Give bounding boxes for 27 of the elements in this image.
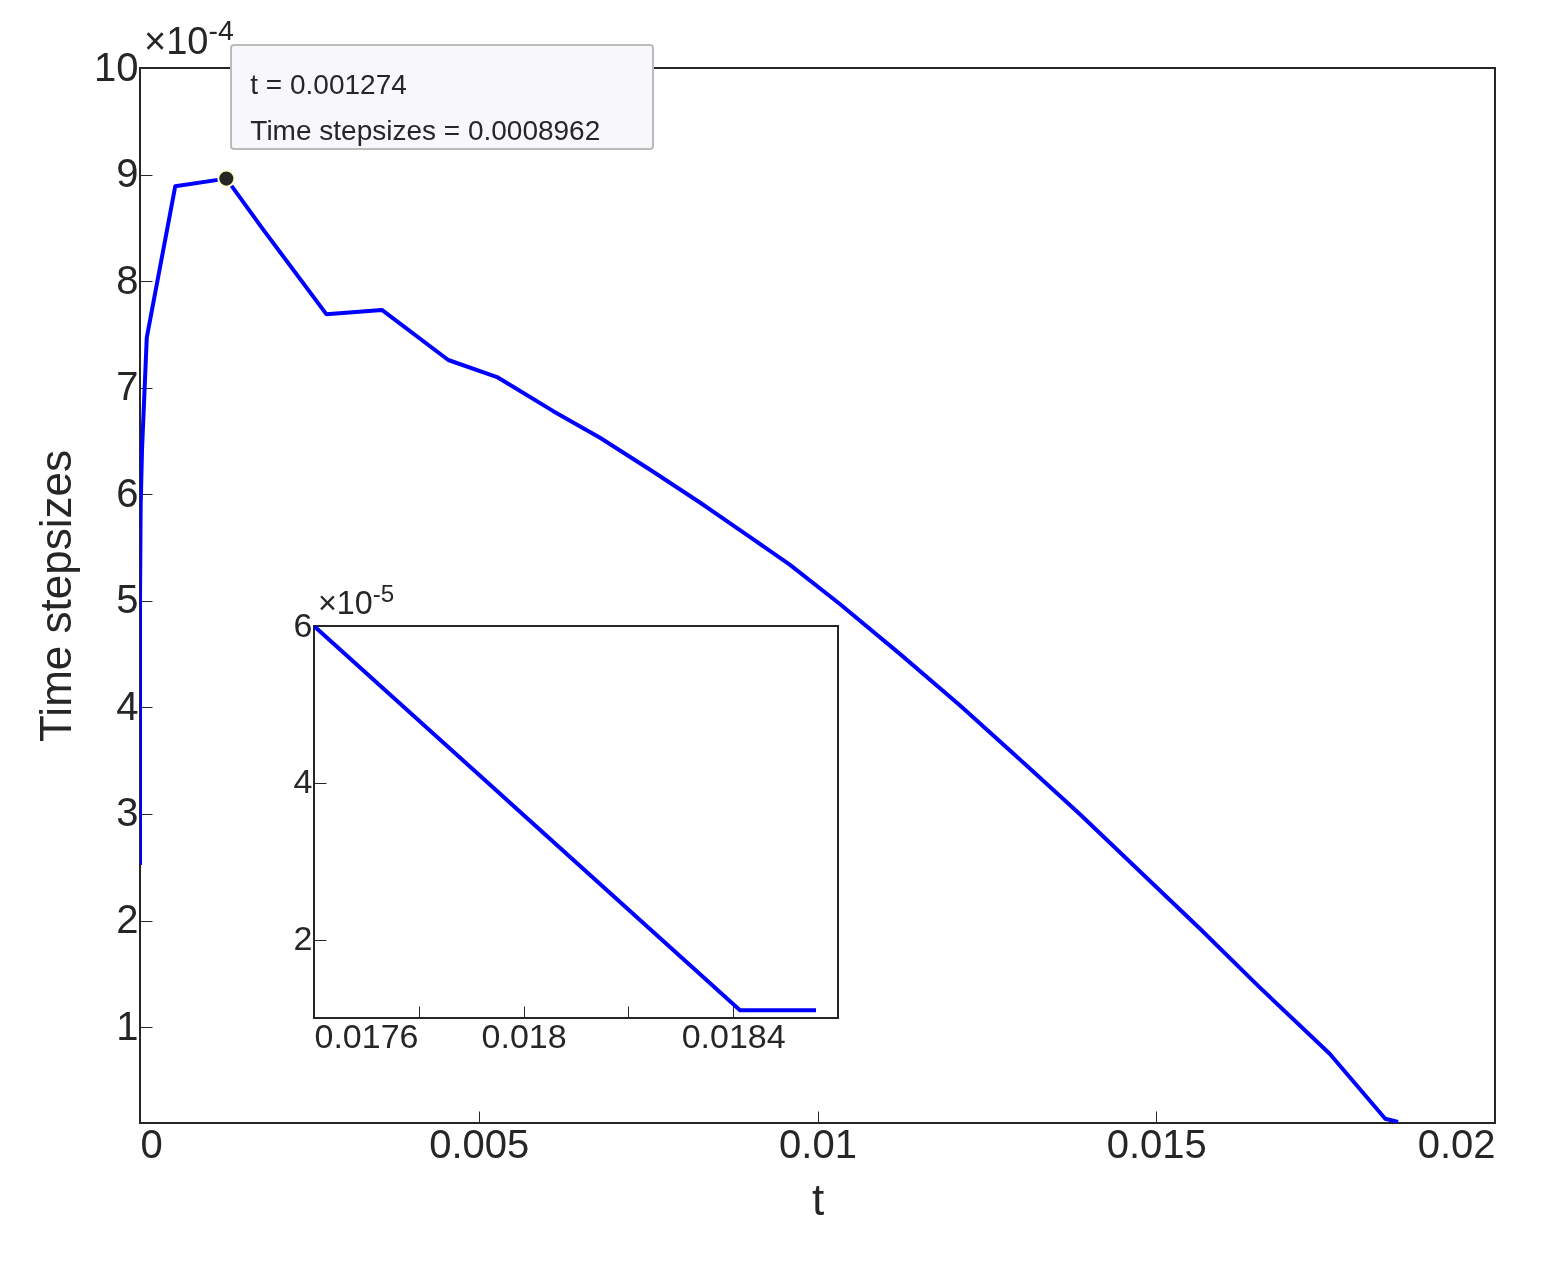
- y-tick-label: 7: [116, 364, 139, 409]
- x-tick-label: 0.0184: [681, 1016, 786, 1055]
- y-tick-label: 2: [116, 897, 139, 942]
- annotation: ×10$^{-5}$: [318, 580, 395, 622]
- y-tick-label: 9: [116, 151, 139, 196]
- x-tick-label: 0: [140, 1121, 163, 1166]
- x-tick-label: 0.005: [429, 1121, 530, 1166]
- y-tick-label: 4: [293, 762, 313, 801]
- y-axis-title: Time stepsizes: [31, 450, 81, 742]
- annotation: t = 0.001274: [250, 67, 407, 102]
- annotation: Time stepsizes = 0.0008962: [250, 113, 601, 148]
- y-tick-label: 1: [116, 1003, 139, 1048]
- y-tick-label: 10: [94, 44, 139, 89]
- y-tick-label: 6: [116, 470, 139, 515]
- y-tick-label: 4: [116, 683, 139, 728]
- y-tick-label: 8: [116, 257, 139, 302]
- y-tick-label: 5: [116, 577, 139, 622]
- x-tick-label: 0.01: [779, 1121, 857, 1166]
- y-tick-label: 2: [293, 919, 313, 958]
- x-tick-label: 0.015: [1106, 1121, 1207, 1166]
- x-axis-title: t: [811, 1174, 825, 1224]
- y-tick-label: 6: [293, 605, 313, 644]
- x-tick-label: 0.02: [1417, 1121, 1496, 1166]
- y-tick-label: 3: [116, 790, 139, 835]
- x-tick-label: 0.0176: [314, 1016, 419, 1055]
- x-tick-label: 0.018: [481, 1016, 567, 1055]
- text: ×10$^{-4}$: [144, 14, 234, 63]
